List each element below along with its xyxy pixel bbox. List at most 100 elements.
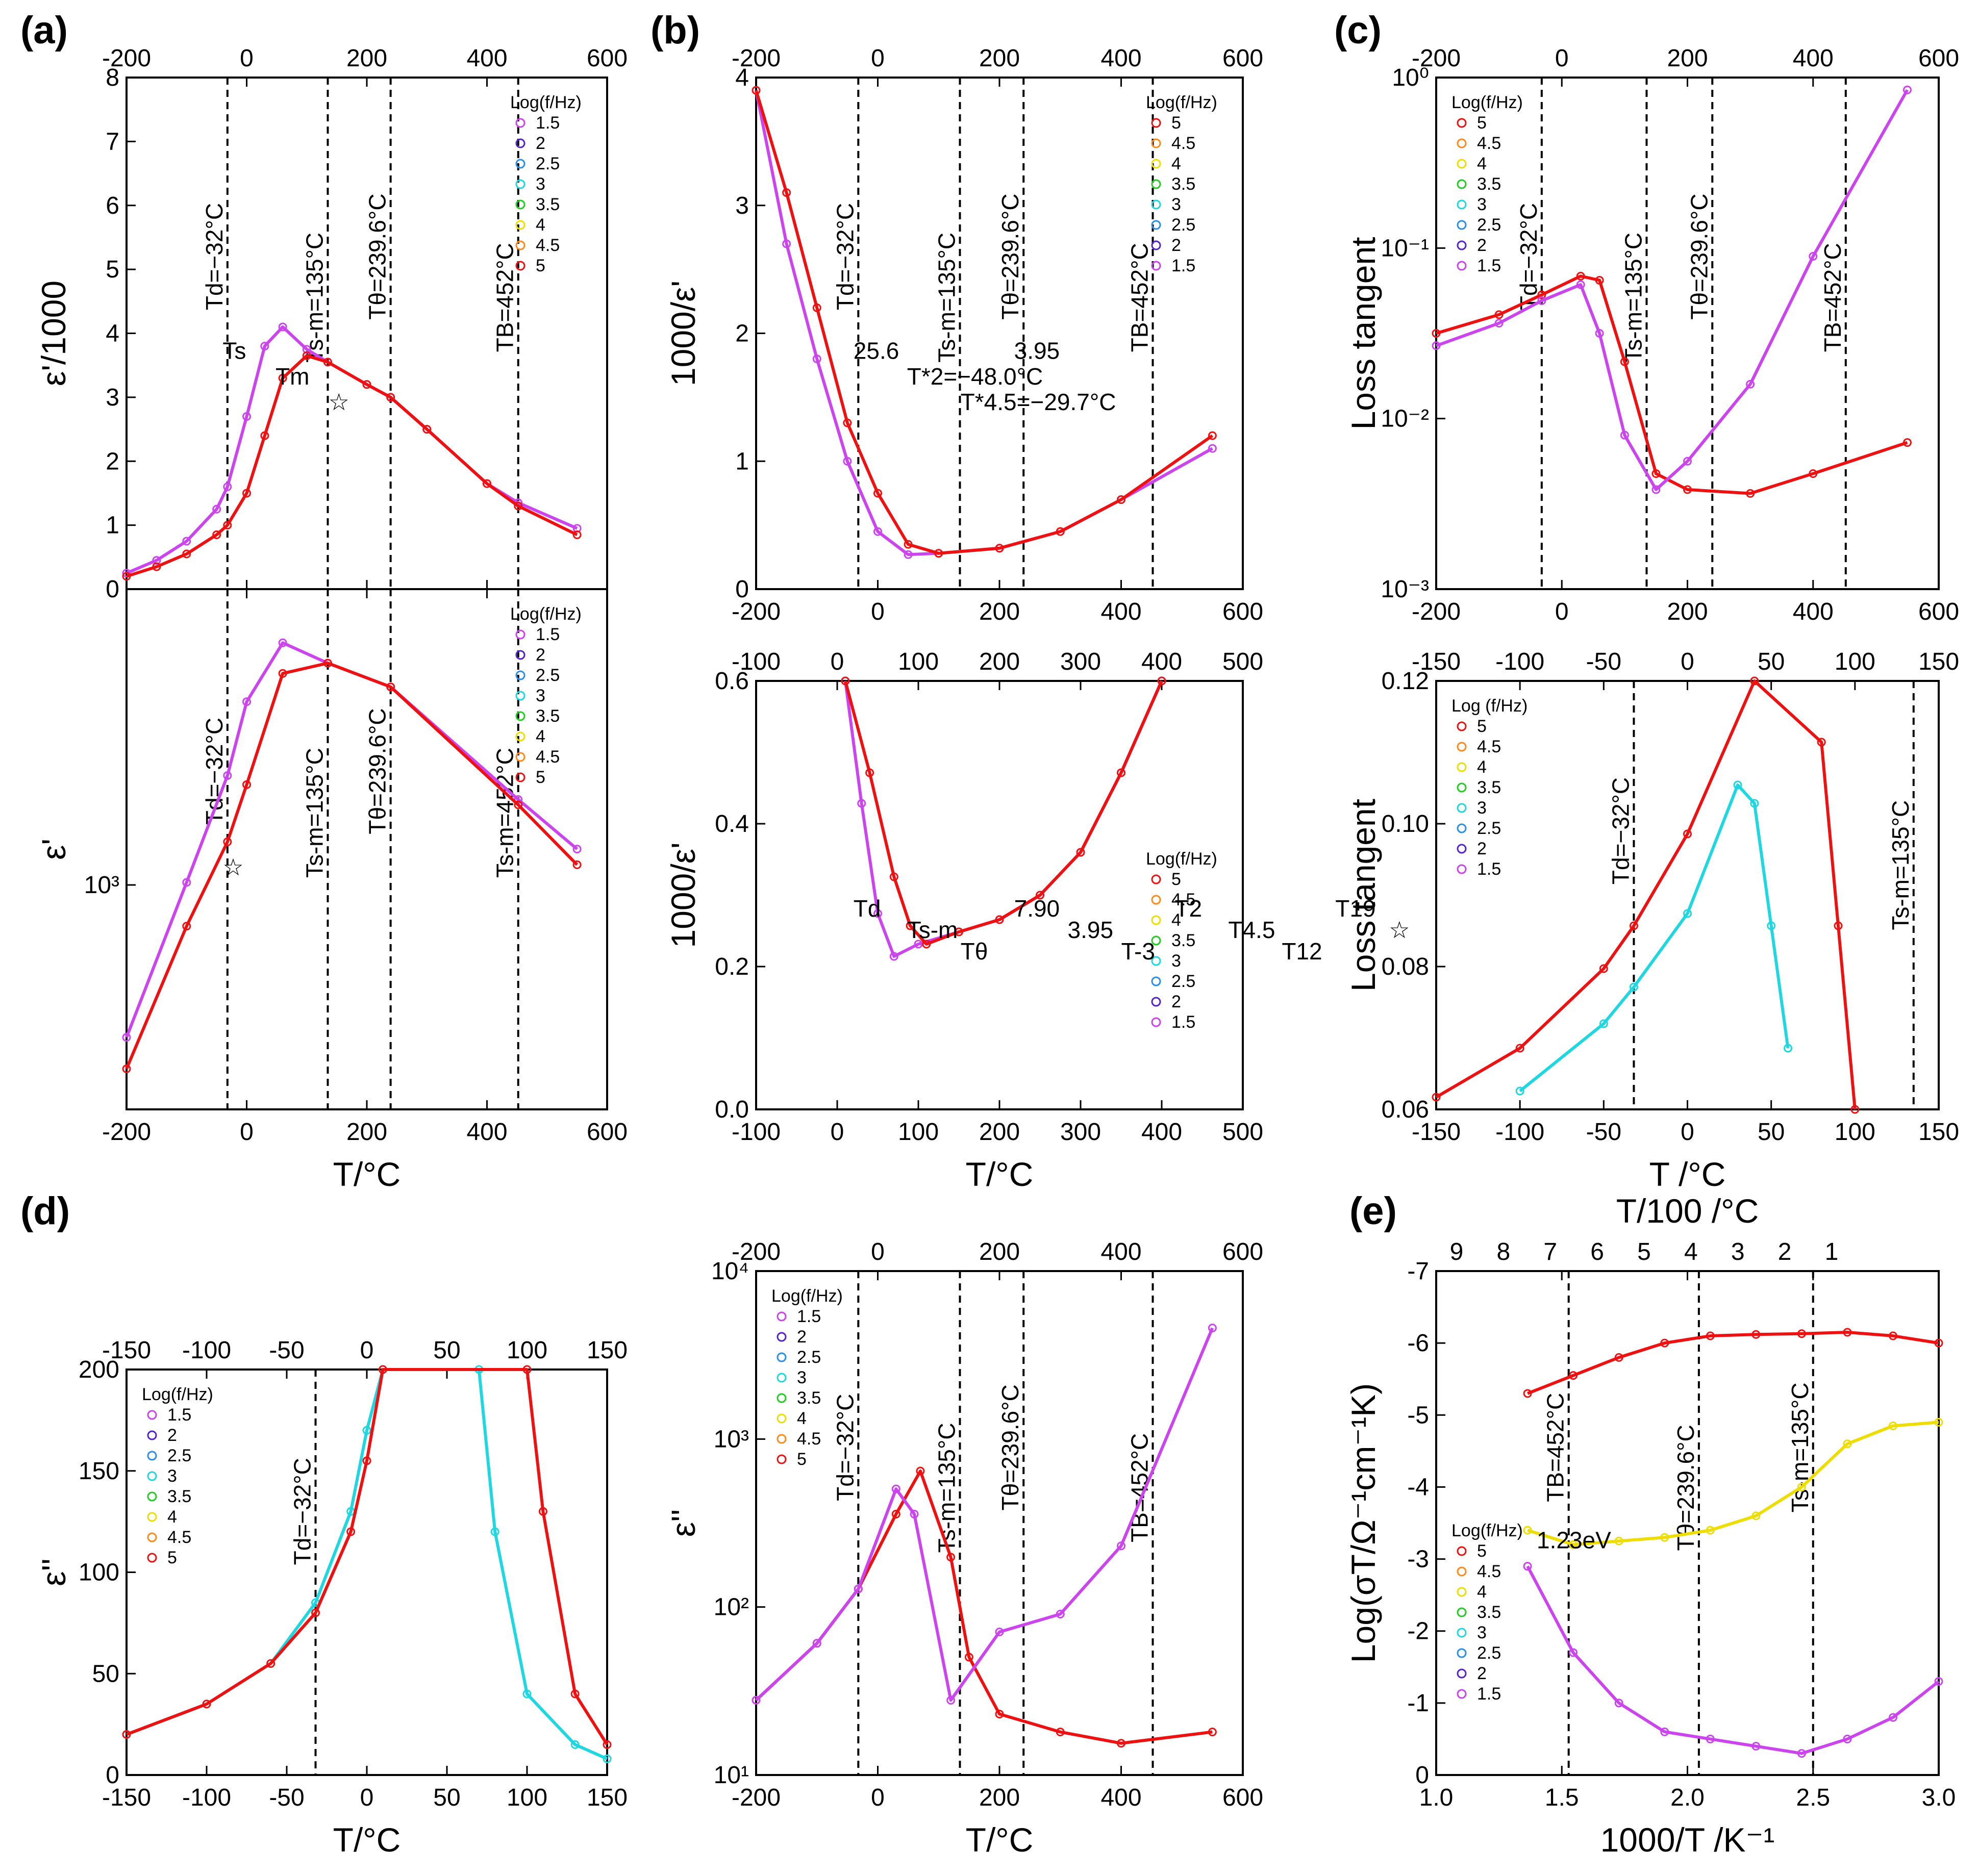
legend-entry: 2.5	[536, 666, 560, 685]
data-point	[362, 1426, 371, 1435]
legend-entry: 4	[536, 727, 545, 746]
legend-entry: 3.5	[797, 1388, 821, 1408]
legend-entry: 3	[1477, 1623, 1487, 1642]
x-tick-label-top: 6	[1590, 1238, 1604, 1265]
data-point	[1934, 1338, 1943, 1348]
data-point	[1683, 909, 1692, 918]
data-point	[1076, 848, 1085, 857]
x-tick-label-top: 600	[1222, 45, 1263, 72]
legend-marker	[1151, 915, 1161, 925]
legend-entry: 2	[797, 1327, 807, 1347]
data-point	[1036, 891, 1044, 900]
data-point	[891, 1484, 900, 1493]
x-tick-label: 0	[1681, 1119, 1694, 1146]
data-point	[865, 768, 874, 777]
legend-title: Log(f/Hz)	[771, 1286, 843, 1306]
legend-entry: 1.5	[1171, 1012, 1195, 1032]
y-tick-label: 10²	[714, 1594, 749, 1621]
legend-entry: 4.5	[536, 747, 560, 767]
data-point	[1208, 431, 1217, 440]
x-tick-label-top: 300	[1060, 648, 1101, 675]
y-tick-label: 10¹	[714, 1762, 749, 1789]
x-tick-label: -200	[102, 1119, 151, 1146]
data-point	[182, 537, 191, 546]
data-point	[1432, 329, 1441, 338]
legend-marker	[515, 772, 525, 782]
x-tick-label: 1.0	[1419, 1784, 1454, 1811]
annotation: 7.90	[1014, 895, 1060, 922]
data-point	[202, 1700, 211, 1709]
x-tick-label: 200	[1667, 598, 1708, 625]
x-tick-label-top: 200	[979, 45, 1020, 72]
legend-marker	[1457, 1546, 1467, 1556]
data-point	[1809, 469, 1818, 478]
data-point	[1494, 319, 1504, 328]
data-point	[1537, 296, 1546, 305]
plot-frame	[755, 1270, 1244, 1776]
data-point	[1569, 1540, 1578, 1549]
x-tick-label: 400	[1100, 1784, 1141, 1811]
data-point	[1843, 1439, 1852, 1449]
legend-entry: 5	[1477, 1541, 1487, 1561]
legend-marker	[1457, 1566, 1467, 1577]
legend-marker	[1457, 240, 1467, 250]
data-point	[1746, 379, 1755, 389]
y-tick-label: 3	[106, 384, 119, 411]
x-tick-label-top: 0	[871, 45, 885, 72]
x-tick-label: 1.5	[1545, 1784, 1579, 1811]
legend-title: Log(f/Hz)	[1451, 93, 1523, 112]
panel-label: (c)	[1334, 9, 1382, 52]
y-tick-label: 0	[735, 576, 749, 603]
annotation: T19	[1335, 895, 1375, 922]
data-point	[995, 915, 1004, 924]
data-point	[752, 86, 761, 95]
legend-marker	[515, 240, 525, 250]
data-point	[1706, 1331, 1715, 1340]
x-tick-label-top: 0	[1681, 648, 1694, 675]
x-tick-label: 50	[1758, 1119, 1785, 1146]
data-point	[152, 562, 161, 571]
data-point	[1784, 1044, 1792, 1053]
x-tick-label-top: 50	[433, 1337, 460, 1364]
legend-marker	[777, 1393, 787, 1403]
legend-marker	[1151, 261, 1161, 271]
y-tick-label: 10⁻¹	[1381, 235, 1429, 262]
y-tick-label: 6	[106, 192, 119, 219]
data-point	[995, 1710, 1004, 1719]
data-point	[1432, 1093, 1441, 1102]
y-axis-title: ε'/1000	[35, 281, 72, 386]
legend-marker	[515, 650, 525, 660]
legend-marker	[1151, 220, 1161, 230]
data-point	[1902, 438, 1912, 447]
data-point	[1817, 738, 1826, 747]
data-point	[323, 658, 332, 668]
data-point	[122, 572, 131, 581]
x-tick-label-top: 0	[360, 1337, 374, 1364]
data-point	[904, 550, 913, 559]
annotation: T-3	[1121, 938, 1155, 965]
y-tick-label: 10⁴	[711, 1258, 749, 1285]
reference-line-label: TB=452°C	[492, 243, 518, 352]
legend-entry: 1.5	[1477, 859, 1501, 879]
reference-line-label: Ts-m=135°C	[301, 233, 328, 363]
data-point	[603, 1740, 612, 1749]
data-point	[873, 489, 882, 498]
annotation: ☆	[222, 854, 243, 880]
data-point	[182, 549, 191, 559]
legend-entry: 4.5	[536, 236, 560, 255]
data-point	[1706, 1734, 1715, 1743]
data-point	[1750, 799, 1759, 808]
data-point	[1629, 982, 1638, 992]
data-point	[538, 1507, 547, 1516]
reference-line-label: TB=452°C	[1542, 1393, 1569, 1502]
y-tick-label: -6	[1407, 1330, 1429, 1357]
annotation: Tm	[276, 363, 309, 390]
data-point	[278, 669, 287, 678]
data-point	[891, 1509, 900, 1518]
annotation: T12	[1282, 938, 1322, 965]
data-point	[1569, 1648, 1578, 1657]
x-tick-label-top: 100	[507, 1337, 547, 1364]
x-tick-label: 400	[1793, 598, 1834, 625]
legend-marker	[1457, 138, 1467, 148]
legend-entry: 2.5	[1171, 215, 1195, 235]
